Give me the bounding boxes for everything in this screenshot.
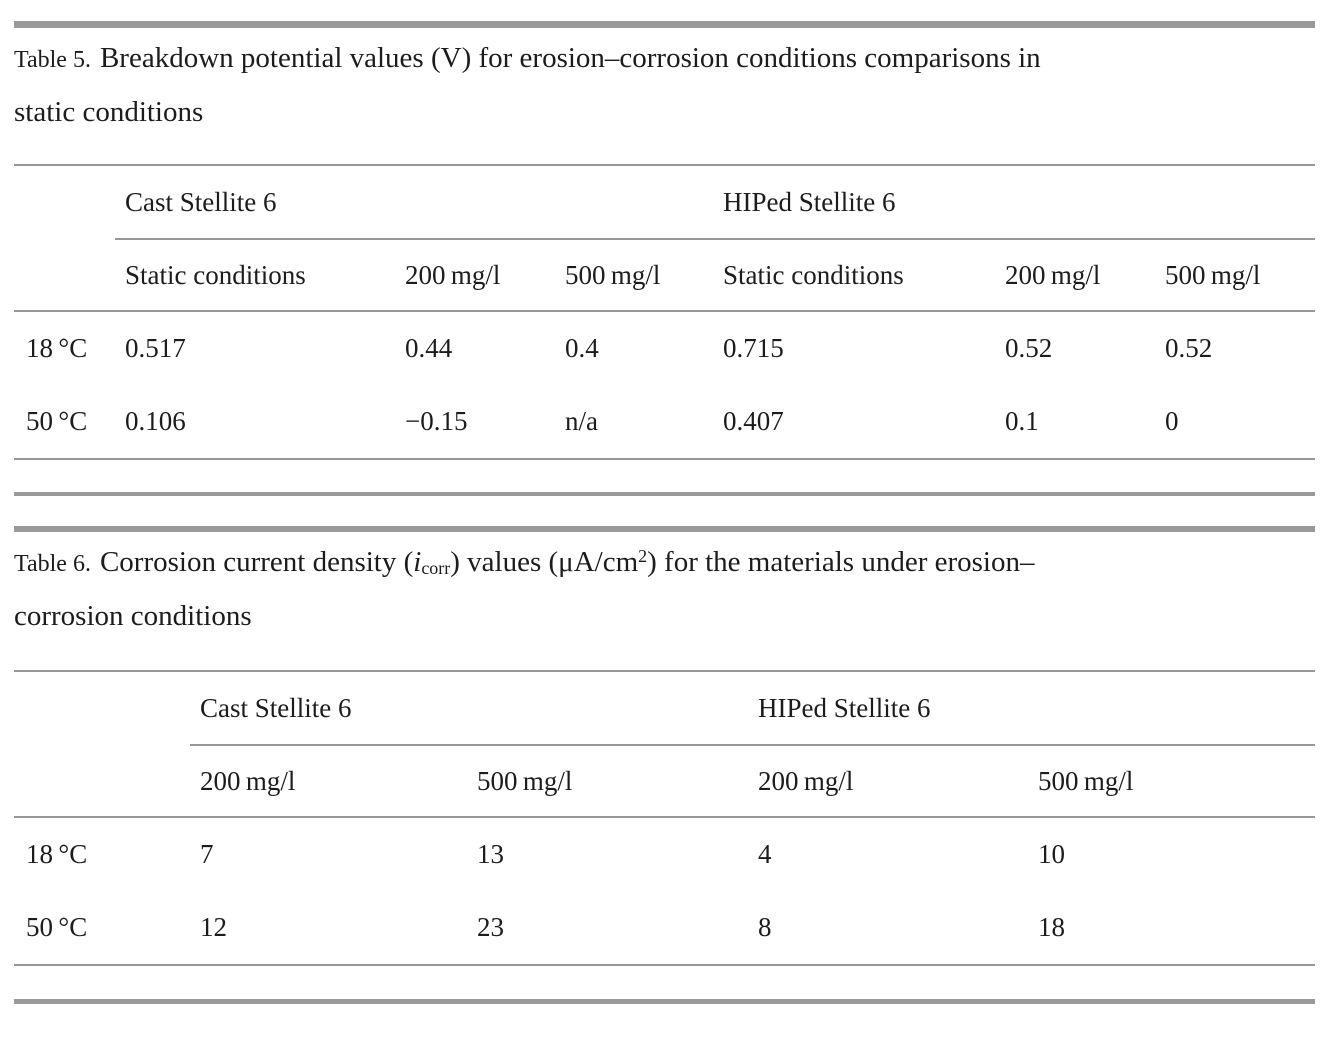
table6-label: Table 6. — [14, 551, 91, 577]
table6-group-cast: Cast Stellite 6 — [190, 672, 758, 746]
table5-colheader: 200 mg/l — [405, 240, 565, 312]
table5-corner-cell — [14, 166, 115, 240]
table5-caption-line1: Table 5. Breakdown potential values (V) f… — [14, 32, 1315, 86]
table5-bottom-bar — [14, 492, 1315, 496]
table6-cell: 18 — [1038, 912, 1065, 942]
table5-subheader-empty — [14, 240, 115, 312]
table6-cell: 10 — [1038, 839, 1065, 869]
table6-cell: 12 — [200, 912, 227, 942]
table5-cell: 0.106 — [125, 406, 186, 436]
table5-cell: 0.1 — [1005, 406, 1039, 436]
table5-colheader: 500 mg/l — [1165, 240, 1315, 312]
table5-top-bar — [14, 21, 1315, 28]
table6-corner-cell — [14, 672, 190, 746]
table5-cell: 0 — [1165, 406, 1179, 436]
table6-row-label: 50 °C — [26, 912, 88, 942]
table6-caption: Table 6. Corrosion current density (icorr… — [14, 536, 1315, 642]
table5-caption-line2: static conditions — [14, 96, 204, 128]
table6-cell: 8 — [758, 912, 772, 942]
table5-row-label: 50 °C — [26, 406, 88, 436]
table5-group-cast: Cast Stellite 6 — [115, 166, 723, 240]
table6-colheader: 200 mg/l — [190, 746, 477, 818]
table5-colheader: 500 mg/l — [565, 240, 723, 312]
table5-row-label: 18 °C — [26, 333, 88, 363]
table5-caption: Table 5. Breakdown potential values (V) f… — [14, 32, 1315, 138]
table6-top-bar — [14, 526, 1315, 532]
table5-cell: n/a — [565, 406, 598, 436]
table6-subheader-empty — [14, 746, 190, 818]
table5: Cast Stellite 6 HIPed Stellite 6 Static … — [14, 164, 1315, 460]
table6-cell: 4 — [758, 839, 772, 869]
table5-caption-text-line1: Breakdown potential values (V) for erosi… — [99, 42, 1041, 74]
table6-colheader: 500 mg/l — [477, 746, 758, 818]
table6-colheader: 200 mg/l — [758, 746, 1038, 818]
table5-colheader: 200 mg/l — [1005, 240, 1165, 312]
table5-cell: 0.52 — [1005, 333, 1053, 363]
table6-group-hiped: HIPed Stellite 6 — [758, 672, 1315, 746]
table5-cell: 0.715 — [723, 333, 784, 363]
table5-cell: −0.15 — [405, 406, 468, 436]
table6-caption-line1: Table 6. Corrosion current density (icorr… — [14, 536, 1315, 590]
table5-cell: 0.44 — [405, 333, 453, 363]
table6-caption-text-line1: Corrosion current density (icorr) values… — [99, 546, 1035, 579]
table5-cell: 0.52 — [1165, 333, 1213, 363]
table5-cell: 0.517 — [125, 333, 186, 363]
table6-cell: 7 — [200, 839, 214, 869]
table5-colheader: Static conditions — [115, 240, 405, 312]
table5-label: Table 5. — [14, 47, 91, 73]
table5-cell: 0.407 — [723, 406, 784, 436]
table5-group-hiped: HIPed Stellite 6 — [723, 166, 1315, 240]
table6-cell: 13 — [477, 839, 504, 869]
table6-colheader: 500 mg/l — [1038, 746, 1315, 818]
table6-bottom-bar — [14, 999, 1315, 1004]
table6: Cast Stellite 6 HIPed Stellite 6 200 mg/… — [14, 670, 1315, 966]
table5-cell: 0.4 — [565, 333, 599, 363]
table6-cell: 23 — [477, 912, 504, 942]
table6-row-label: 18 °C — [26, 839, 88, 869]
table5-colheader: Static conditions — [723, 240, 1005, 312]
table6-caption-line2: corrosion conditions — [14, 600, 252, 632]
